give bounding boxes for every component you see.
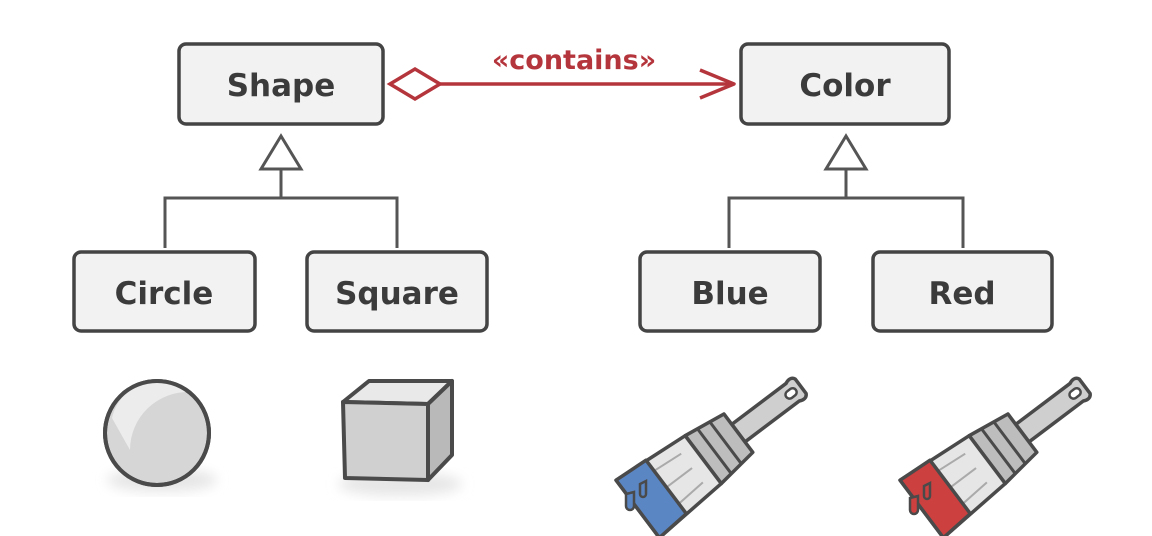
class-label-square: Square xyxy=(335,276,459,312)
aggregation-diamond xyxy=(386,66,444,102)
class-label-blue: Blue xyxy=(691,276,768,312)
class-label-circle: Circle xyxy=(115,276,214,312)
class-box-square: Square xyxy=(305,250,489,333)
sphere-icon xyxy=(103,379,217,492)
relation-arrowhead xyxy=(699,68,736,100)
shape-inheritance-connector xyxy=(163,133,399,248)
color-inheritance-connector xyxy=(727,133,965,248)
class-box-color: Color xyxy=(739,42,951,126)
class-box-circle: Circle xyxy=(72,250,257,333)
contains-relation: «contains» xyxy=(386,45,736,102)
blue-paint-drips xyxy=(624,478,648,512)
class-label-color: Color xyxy=(799,68,891,104)
class-box-red: Red xyxy=(871,250,1054,333)
blue-paintbrush-icon xyxy=(614,376,808,536)
red-paint-drips xyxy=(908,480,932,516)
class-label-shape: Shape xyxy=(227,68,336,104)
class-box-shape: Shape xyxy=(177,42,385,126)
class-label-red: Red xyxy=(928,276,995,312)
class-box-blue: Blue xyxy=(638,250,822,333)
cube-icon xyxy=(338,379,462,496)
red-paintbrush-icon xyxy=(898,376,1092,536)
relation-label: «contains» xyxy=(492,45,656,76)
